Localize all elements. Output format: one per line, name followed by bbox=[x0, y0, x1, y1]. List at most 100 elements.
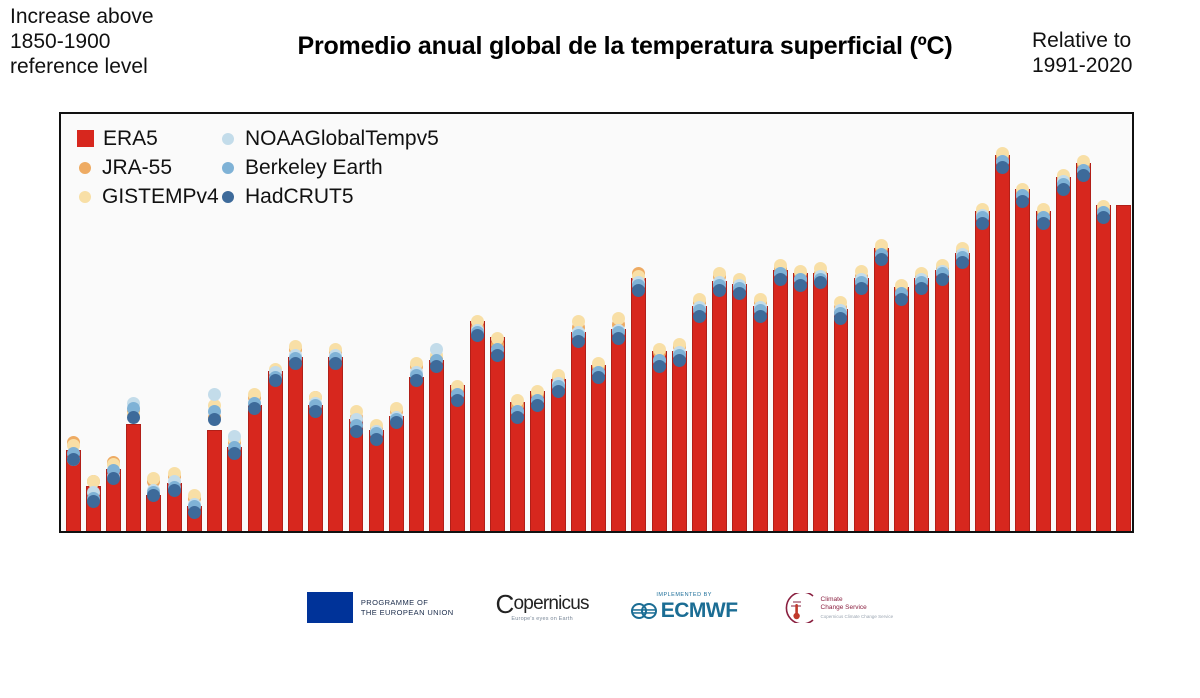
datapoint-hadcrut5-1983 bbox=[329, 357, 343, 371]
c3s-sublabel: Copernicus Climate Change Service bbox=[820, 614, 894, 619]
bar-1980 bbox=[267, 371, 283, 531]
bar-2021 bbox=[1096, 205, 1112, 531]
datapoint-hadcrut5-2005 bbox=[773, 273, 787, 287]
datapoint-hadcrut5-1984 bbox=[349, 424, 363, 438]
bar-1973 bbox=[126, 424, 142, 531]
bar-1981 bbox=[287, 357, 303, 531]
copernicus-c-glyph: C bbox=[495, 589, 515, 619]
legend-swatch-square bbox=[77, 130, 94, 147]
copernicus-wordmark: C opernicus bbox=[495, 589, 590, 619]
bar-1991 bbox=[489, 337, 505, 531]
bar-2009 bbox=[853, 278, 869, 531]
bar-2017 bbox=[1015, 188, 1031, 531]
c3s-thermometer-icon bbox=[785, 592, 814, 623]
bar-2008 bbox=[833, 309, 849, 531]
bar-1988 bbox=[429, 359, 445, 531]
ecmwf-label: ECMWF bbox=[660, 599, 738, 622]
chart-legend: ERA5 NOAAGlobalTempv5 JRA-55 Berkeley Ea… bbox=[77, 124, 439, 211]
y-axis-left-title: Increase above 1850-1900 reference level bbox=[10, 5, 154, 78]
legend-item-hadcrut: HadCRUT5 bbox=[220, 185, 354, 209]
footer-logos: PROGRAMME OF THE EUROPEAN UNION C operni… bbox=[0, 589, 1200, 623]
datapoint-hadcrut5-1997 bbox=[612, 332, 626, 346]
bar-1977 bbox=[207, 429, 223, 531]
datapoint-hadcrut5-1974 bbox=[147, 489, 161, 503]
datapoint-hadcrut5-1975 bbox=[167, 483, 181, 497]
datapoint-hadcrut5-1987 bbox=[410, 374, 424, 388]
datapoint-hadcrut5-1986 bbox=[389, 416, 403, 430]
datapoint-noaaglobaltempv5-1977 bbox=[208, 388, 222, 402]
datapoint-hadcrut5-1976 bbox=[187, 506, 201, 520]
datapoint-hadcrut5-2017 bbox=[1016, 194, 1030, 208]
legend-item-era5: ERA5 bbox=[77, 127, 220, 151]
datapoint-hadcrut5-1981 bbox=[288, 357, 302, 371]
legend-item-gistemp: GISTEMPv4 bbox=[77, 185, 220, 209]
legend-label: NOAAGlobalTempv5 bbox=[245, 126, 439, 150]
chart-title: Promedio anual global de la temperatura … bbox=[297, 32, 953, 60]
eu-logo-text: PROGRAMME OF THE EUROPEAN UNION bbox=[361, 598, 454, 618]
bar-1990 bbox=[469, 320, 485, 531]
bar-2010 bbox=[873, 247, 889, 531]
bar-2007 bbox=[813, 272, 829, 531]
datapoint-hadcrut5-1994 bbox=[551, 385, 565, 399]
bar-1979 bbox=[247, 404, 263, 531]
c3s-text: Climate Change Service Copernicus Climat… bbox=[821, 596, 894, 619]
datapoint-hadcrut5-2007 bbox=[814, 275, 828, 289]
bar-1982 bbox=[308, 404, 324, 531]
datapoint-hadcrut5-2018 bbox=[1036, 216, 1050, 230]
copernicus-label: opernicus bbox=[513, 593, 590, 614]
datapoint-hadcrut5-1998 bbox=[632, 284, 646, 298]
datapoint-hadcrut5-2002 bbox=[713, 284, 727, 298]
plot-area: ERA5 NOAAGlobalTempv5 JRA-55 Berkeley Ea… bbox=[59, 112, 1134, 533]
legend-swatch-dot bbox=[79, 190, 91, 203]
datapoint-hadcrut5-2009 bbox=[854, 281, 868, 295]
legend-label: HadCRUT5 bbox=[245, 184, 354, 208]
legend-item-noaa: NOAAGlobalTempv5 bbox=[220, 127, 439, 151]
bar-1999 bbox=[651, 351, 667, 531]
legend-swatch-dot bbox=[222, 190, 234, 203]
datapoint-hadcrut5-1973 bbox=[127, 410, 141, 424]
c3s-line2: Change Service bbox=[820, 604, 867, 611]
datapoint-hadcrut5-2008 bbox=[834, 312, 848, 326]
datapoint-gistempv4-1992 bbox=[511, 393, 525, 407]
datapoint-hadcrut5-1988 bbox=[430, 360, 444, 374]
datapoint-hadcrut5-1999 bbox=[652, 360, 666, 374]
bar-2019 bbox=[1055, 177, 1071, 531]
datapoint-hadcrut5-1978 bbox=[228, 447, 242, 461]
legend-swatch-dot bbox=[222, 132, 234, 145]
datapoint-hadcrut5-1971 bbox=[86, 494, 100, 508]
datapoint-hadcrut5-1985 bbox=[369, 433, 383, 447]
datapoint-hadcrut5-2011 bbox=[895, 292, 909, 306]
datapoint-hadcrut5-1970 bbox=[66, 452, 80, 466]
bar-2018 bbox=[1035, 211, 1051, 531]
legend-row: ERA5 NOAAGlobalTempv5 bbox=[77, 124, 439, 153]
legend-row: GISTEMPv4 HadCRUT5 bbox=[77, 182, 439, 211]
copernicus-logo: C opernicus Europe's eyes on Earth bbox=[495, 589, 590, 622]
datapoint-hadcrut5-2019 bbox=[1056, 183, 1070, 197]
y-axis-right-title: Relative to 1991-2020 bbox=[1032, 29, 1133, 77]
datapoint-hadcrut5-2013 bbox=[935, 273, 949, 287]
copernicus-tagline: Europe's eyes on Earth bbox=[511, 616, 573, 622]
datapoint-hadcrut5-1989 bbox=[450, 393, 464, 407]
eu-logo: PROGRAMME OF THE EUROPEAN UNION bbox=[306, 592, 454, 623]
datapoint-hadcrut5-1972 bbox=[107, 472, 121, 486]
datapoint-noaaglobaltempv5-1978 bbox=[228, 430, 242, 444]
bar-1989 bbox=[449, 385, 465, 531]
datapoint-hadcrut5-2020 bbox=[1076, 169, 1090, 183]
datapoint-hadcrut5-2003 bbox=[733, 287, 747, 301]
datapoint-hadcrut5-1992 bbox=[511, 410, 525, 424]
datapoint-hadcrut5-2006 bbox=[794, 278, 808, 292]
datapoint-hadcrut5-2012 bbox=[915, 281, 929, 295]
datapoint-hadcrut5-1996 bbox=[592, 371, 605, 385]
legend-label: Berkeley Earth bbox=[245, 155, 383, 179]
eu-flag-icon bbox=[306, 592, 353, 623]
eu-logo-line2: THE EUROPEAN UNION bbox=[360, 607, 454, 617]
legend-swatch-dot bbox=[79, 161, 91, 174]
legend-item-berkeley: Berkeley Earth bbox=[220, 156, 383, 180]
bar-2014 bbox=[954, 253, 970, 531]
datapoint-hadcrut5-1995 bbox=[571, 334, 585, 348]
legend-label: GISTEMPv4 bbox=[102, 184, 219, 208]
bar-2005 bbox=[772, 269, 788, 531]
datapoint-hadcrut5-2015 bbox=[975, 216, 989, 230]
ecmwf-implemented-by: IMPLEMENTED BY bbox=[656, 592, 712, 598]
